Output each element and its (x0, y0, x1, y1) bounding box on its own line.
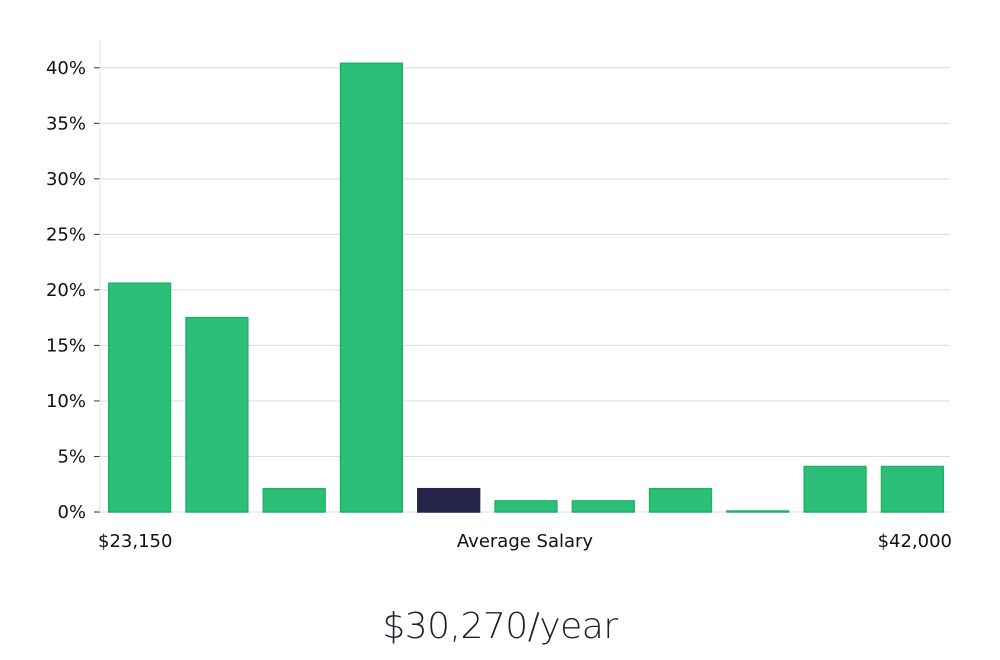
bar-11 (880, 465, 945, 513)
x-axis-label: Average Salary (457, 531, 594, 552)
bar-6 (494, 500, 558, 513)
y-tick-label-30: 30% (46, 169, 86, 190)
bar-9 (726, 510, 790, 513)
bar-3 (262, 487, 326, 513)
y-tick-label-35: 35% (46, 113, 86, 134)
average-salary-summary: $30,270/year (382, 606, 618, 647)
bar-layer (107, 62, 945, 513)
bar-1 (107, 282, 172, 513)
bar-5-highlighted (417, 487, 481, 513)
bar-8 (648, 487, 713, 513)
y-tick-label-10: 10% (46, 391, 86, 412)
bar-4 (339, 62, 404, 513)
y-tick-label-5: 5% (57, 446, 86, 467)
label-layer: $23,150 Average Salary $42,000 (98, 531, 952, 552)
bar-2 (185, 316, 249, 513)
axis-layer: 0% 5% 10% 15% 20% 25% 30% 35% 40% (46, 40, 950, 523)
y-tick-label-0: 0% (57, 502, 86, 523)
bar-10 (803, 465, 867, 513)
y-tick-label-15: 15% (46, 335, 86, 356)
chart-svg: 0% 5% 10% 15% 20% 25% 30% 35% 40% $23,150 Averag… (46, 40, 952, 552)
x-min-label: $23,150 (98, 531, 172, 552)
bar-7 (571, 500, 635, 513)
y-tick-label-25: 25% (46, 224, 86, 245)
y-tick-label-40: 40% (46, 58, 86, 79)
y-tick-label-20: 20% (46, 280, 86, 301)
x-max-label: $42,000 (878, 531, 952, 552)
